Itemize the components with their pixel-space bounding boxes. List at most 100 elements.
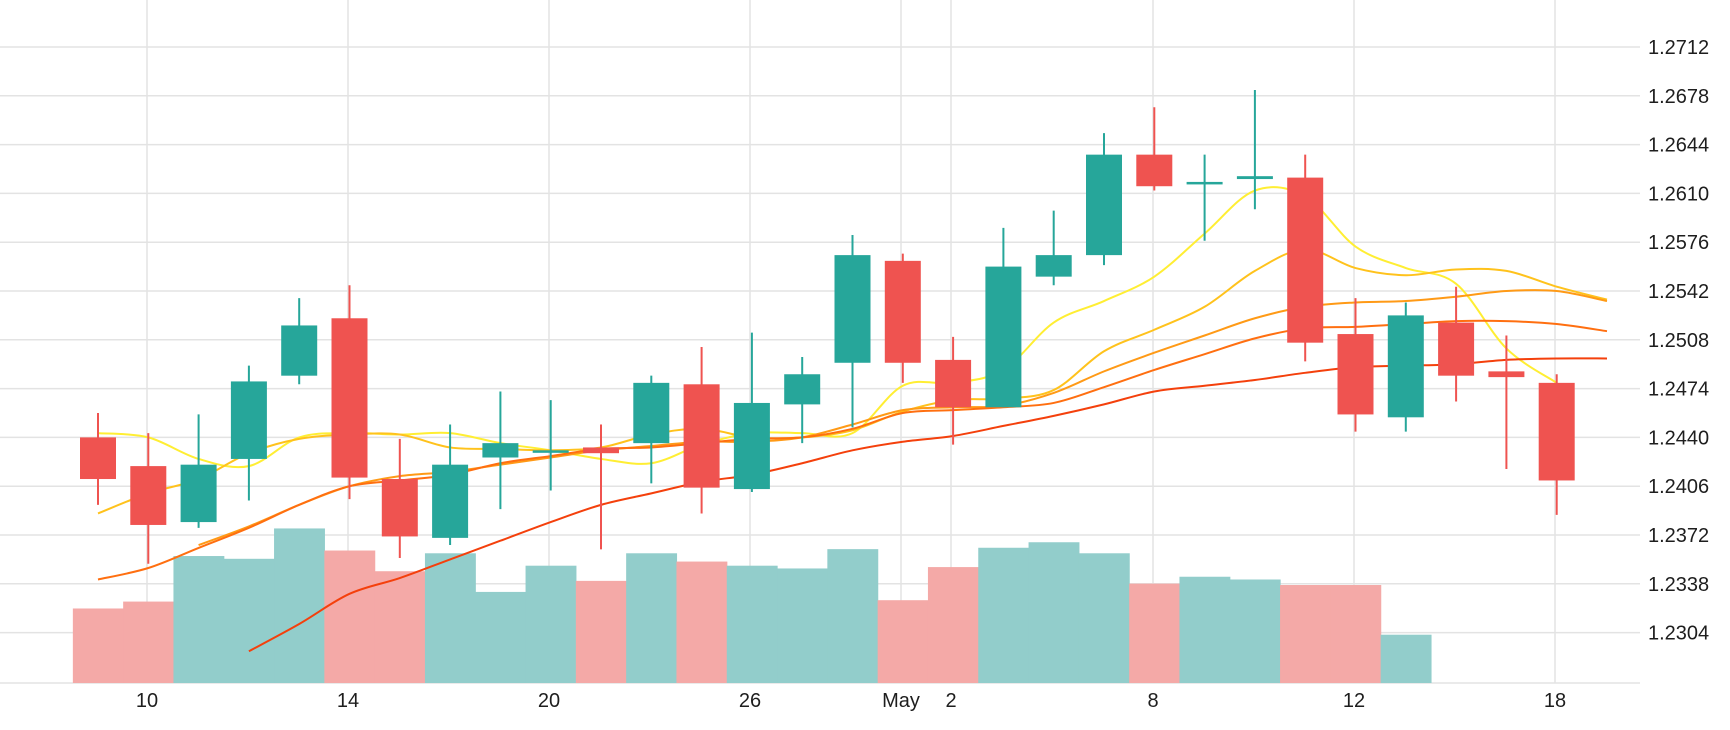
volume-bar: [575, 580, 627, 683]
candle-body: [1086, 154, 1122, 256]
y-tick-label: 1.2304: [1648, 623, 1709, 645]
candle-body: [1438, 322, 1475, 376]
candle: [130, 433, 167, 564]
candle: [532, 400, 569, 491]
y-axis-tick-labels: 1.2712 1.2678 1.2644 1.2610 1.2576 1.2542 1.25…: [1648, 37, 1709, 645]
candle-body: [733, 402, 770, 490]
y-tick-label: 1.2576: [1648, 232, 1709, 254]
candle-body: [683, 384, 720, 488]
candle: [482, 391, 519, 510]
candle: [1136, 107, 1173, 191]
volume-bar: [475, 591, 527, 683]
y-tick-label: 1.2542: [1648, 281, 1709, 303]
x-tick-label: 20: [538, 690, 560, 712]
candle-body: [633, 382, 670, 444]
candle-body: [180, 464, 217, 523]
candle: [784, 357, 821, 444]
volume-bar: [223, 558, 275, 683]
candle: [180, 414, 217, 528]
volume-bar: [978, 547, 1030, 683]
y-tick-label: 1.2508: [1648, 330, 1709, 352]
volume-bar: [1078, 553, 1130, 683]
volume-bar: [1129, 583, 1181, 683]
candle: [381, 438, 418, 558]
candle-body: [1538, 382, 1575, 481]
y-tick-label: 1.2678: [1648, 86, 1709, 108]
x-tick-label: 12: [1343, 690, 1365, 712]
candle-body: [281, 325, 318, 376]
volume-bar: [927, 567, 979, 683]
volume-bar: [877, 600, 929, 683]
candle: [1186, 154, 1223, 241]
candle: [1086, 133, 1122, 266]
candle-body: [230, 381, 267, 459]
x-tick-label: May: [882, 690, 920, 712]
candle: [1488, 335, 1525, 469]
candle: [633, 375, 670, 484]
candle: [935, 336, 972, 445]
candle-body: [884, 260, 921, 363]
candle-body: [130, 466, 167, 525]
volume-bar: [525, 565, 577, 683]
candle: [230, 365, 267, 501]
candle-body: [1236, 176, 1273, 180]
volume-bar: [1280, 585, 1331, 683]
x-tick-label: 18: [1544, 690, 1566, 712]
volume-bar: [173, 556, 225, 683]
candle: [985, 227, 1022, 408]
candle-body: [1337, 334, 1374, 415]
candle: [1387, 302, 1424, 432]
candle: [683, 346, 720, 514]
candle-body: [1488, 371, 1525, 378]
candle: [583, 424, 619, 550]
candle-body: [331, 318, 368, 478]
candle: [1236, 90, 1273, 210]
candle-body: [1186, 181, 1223, 185]
y-tick-label: 1.2712: [1648, 37, 1709, 59]
moving-average-line: [248, 357, 1608, 653]
volume-bar: [827, 549, 879, 683]
volume-bar: [274, 528, 325, 683]
candle: [1538, 374, 1575, 515]
candle-body: [1287, 177, 1324, 343]
candle: [733, 332, 770, 492]
candles: [80, 90, 1575, 564]
x-axis-tick-labels: 10 14 20 26 May 2 8 12 18: [136, 690, 1566, 712]
volume-bar: [676, 561, 728, 683]
volume-bar: [424, 553, 476, 683]
volume-bar: [123, 601, 175, 683]
y-tick-label: 1.2644: [1648, 135, 1709, 157]
candle: [432, 424, 469, 546]
candle: [1287, 154, 1324, 362]
candle-body: [834, 255, 871, 363]
candle: [281, 298, 318, 385]
candle: [884, 253, 921, 383]
candle-body: [1136, 154, 1173, 187]
candle-body: [532, 450, 569, 453]
volume-bar: [72, 608, 124, 683]
volume-bars: [72, 528, 1432, 683]
candle-body: [1387, 315, 1424, 418]
candle-body: [784, 374, 821, 405]
volume-bar: [1330, 585, 1382, 683]
y-tick-label: 1.2406: [1648, 476, 1709, 498]
candle: [331, 285, 368, 500]
candle: [1438, 286, 1475, 402]
x-tick-label: 2: [945, 690, 956, 712]
volume-bar: [626, 553, 678, 683]
y-tick-label: 1.2610: [1648, 183, 1709, 205]
candle-body: [381, 479, 418, 537]
x-tick-label: 10: [136, 690, 158, 712]
candle-body: [80, 437, 116, 480]
y-tick-label: 1.2372: [1648, 525, 1709, 547]
candle-body: [935, 359, 972, 408]
volume-bar: [726, 565, 778, 683]
candle: [1337, 298, 1374, 432]
volume-bar: [374, 571, 426, 683]
volume-bar: [1028, 542, 1080, 683]
candle-body: [482, 443, 519, 458]
volume-bar: [324, 550, 376, 683]
candle-body: [985, 266, 1022, 408]
